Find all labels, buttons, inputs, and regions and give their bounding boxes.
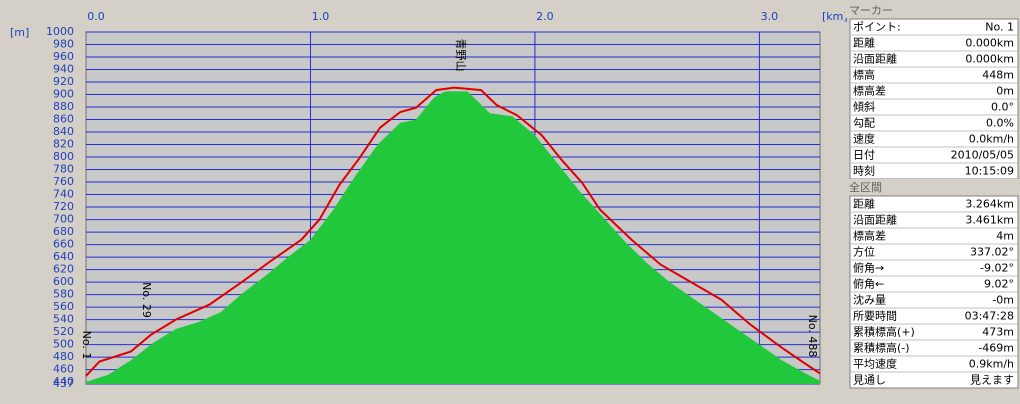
annotation: No. 488 — [806, 315, 819, 358]
row-label: 日付 — [853, 149, 875, 162]
row-label: 距離 — [853, 36, 875, 50]
y-tick-label: 920 — [53, 75, 74, 88]
row-label: 傾斜 — [853, 100, 875, 114]
row-label: 標高 — [853, 68, 875, 82]
y-tick-label: 940 — [53, 63, 74, 76]
y-tick-label: 700 — [53, 213, 74, 226]
y-tick-label: 960 — [53, 50, 74, 63]
y-tick-label: 880 — [53, 100, 74, 113]
row-value: 3.461km — [965, 214, 1014, 227]
row-value: 10:15:09 — [965, 165, 1014, 178]
row-value: 0.0km/h — [969, 133, 1014, 146]
y-tick-label: 560 — [53, 300, 74, 313]
x-tick-label: 0.0 — [87, 10, 105, 23]
y-tick-label: 437 — [53, 377, 74, 390]
row-label: 見通し — [853, 374, 886, 387]
row-label: 俯角← — [853, 277, 884, 291]
section-title: マーカー — [849, 4, 893, 17]
y-tick-label: 740 — [53, 188, 74, 201]
row-value: 03:47:28 — [965, 310, 1014, 323]
y-tick-label: 540 — [53, 313, 74, 326]
y-tick-label: 760 — [53, 175, 74, 188]
x-tick-label: 3.0 — [761, 10, 779, 23]
annotation: No. 29 — [140, 282, 153, 318]
section-header — [845, 179, 1020, 195]
x-tick-label: 1.0 — [312, 10, 330, 23]
y-unit: [m] — [10, 26, 29, 39]
annotation: 青野山 — [454, 39, 467, 72]
row-value: -9.02° — [980, 262, 1014, 275]
row-label: 累積標高(-) — [853, 341, 910, 355]
row-label: 沈み量 — [853, 293, 886, 307]
y-tick-label: 980 — [53, 38, 74, 51]
y-tick-label: 900 — [53, 88, 74, 101]
row-label: 速度 — [853, 132, 875, 146]
row-label: 所要時間 — [853, 310, 897, 323]
row-value: 0.0% — [986, 117, 1014, 130]
x-tick-label: 2.0 — [536, 10, 554, 23]
y-tick-label: 800 — [53, 150, 74, 163]
row-value: -0m — [992, 294, 1014, 307]
section-header — [845, 2, 1020, 18]
y-tick-label: 820 — [53, 138, 74, 151]
row-value: 3.264km — [965, 198, 1014, 211]
terrain-area — [86, 91, 820, 385]
y-tick-label: 500 — [53, 338, 74, 351]
row-value: 0.000km — [965, 37, 1014, 50]
row-label: 方位 — [853, 245, 875, 259]
row-label: 累積標高(+) — [853, 325, 915, 339]
row-value: 0.000km — [965, 53, 1014, 66]
row-value: 9.02° — [984, 278, 1014, 291]
y-tick-label: 680 — [53, 225, 74, 238]
row-value: No. 1 — [985, 21, 1014, 34]
track-line — [85, 86, 821, 377]
row-value: 2010/05/05 — [951, 149, 1014, 162]
row-value: 見えます — [970, 374, 1014, 387]
row-label: 俯角→ — [853, 261, 884, 275]
y-tick-label: 600 — [53, 275, 74, 288]
y-tick-label: 460 — [53, 363, 74, 376]
annotation: No. 1 — [80, 331, 93, 360]
row-label: 沿面距離 — [853, 52, 897, 66]
y-tick-label: 520 — [53, 325, 74, 338]
row-value: 0.0° — [991, 101, 1014, 114]
row-value: 0m — [996, 85, 1014, 98]
row-label: ポイント: — [853, 21, 901, 34]
row-value: 0.9km/h — [969, 358, 1014, 371]
section-title: 全区間 — [849, 180, 882, 194]
y-tick-label: 580 — [53, 288, 74, 301]
x-unit: [km] — [822, 10, 848, 23]
y-tick-label: 440 — [53, 375, 74, 388]
row-value: 448m — [982, 69, 1014, 82]
row-value: 473m — [982, 326, 1014, 339]
y-tick-label: 1000 — [46, 25, 74, 38]
row-label: 標高差 — [853, 229, 886, 243]
row-label: 勾配 — [853, 117, 875, 130]
y-tick-label: 840 — [53, 125, 74, 138]
y-tick-label: 660 — [53, 238, 74, 251]
y-tick-label: 780 — [53, 163, 74, 176]
row-value: 4m — [996, 230, 1014, 243]
y-tick-label: 480 — [53, 350, 74, 363]
row-label: 距離 — [853, 197, 875, 211]
row-label: 時刻 — [853, 164, 875, 178]
y-tick-label: 640 — [53, 250, 74, 263]
y-tick-label: 720 — [53, 200, 74, 213]
row-label: 沿面距離 — [853, 213, 897, 227]
row-value: 337.02° — [970, 246, 1014, 259]
row-value: -469m — [978, 342, 1014, 355]
y-tick-label: 620 — [53, 263, 74, 276]
row-label: 標高差 — [853, 84, 886, 98]
row-label: 平均速度 — [853, 357, 897, 371]
y-tick-label: 860 — [53, 113, 74, 126]
